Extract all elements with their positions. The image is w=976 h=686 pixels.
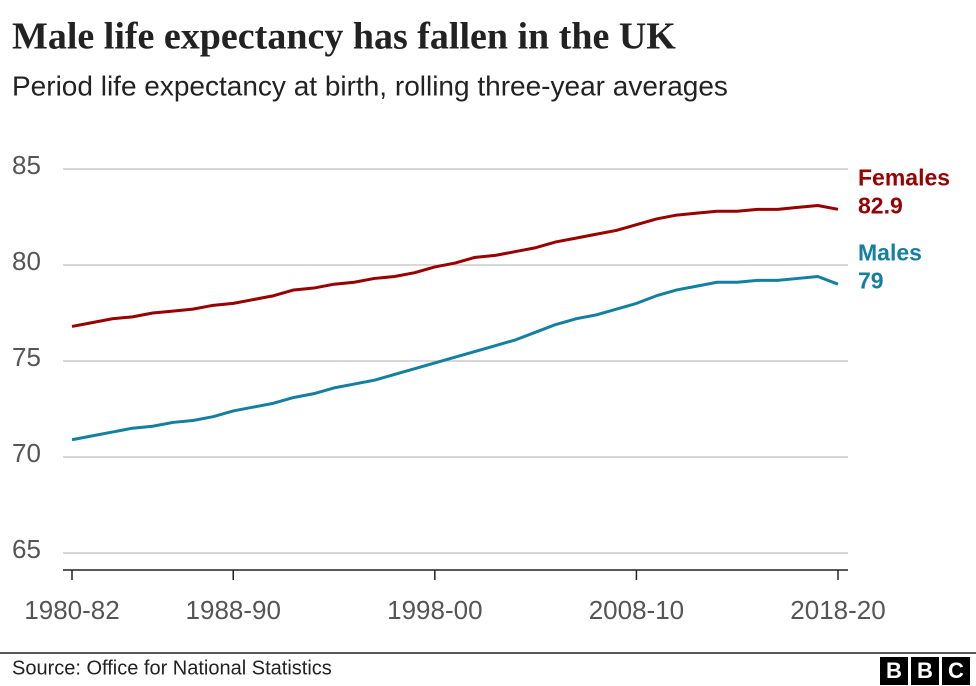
x-tick-label: 1988-90 bbox=[186, 595, 281, 625]
logo-letter: B bbox=[917, 658, 933, 683]
logo-letter: C bbox=[948, 658, 964, 683]
legend-label: Females bbox=[858, 164, 950, 190]
x-tick-label: 2018-20 bbox=[790, 595, 885, 625]
chart-title: Male life expectancy has fallen in the U… bbox=[12, 16, 676, 58]
logo-box bbox=[942, 657, 970, 685]
y-tick-label: 75 bbox=[12, 342, 41, 372]
x-tick-label: 1998-00 bbox=[387, 595, 482, 625]
logo-box bbox=[911, 657, 939, 685]
y-tick-label: 80 bbox=[12, 246, 41, 276]
logo-box bbox=[880, 657, 908, 685]
series-line bbox=[71, 203, 839, 328]
end-value-label: 82.9 bbox=[858, 192, 903, 218]
logo-letter: B bbox=[886, 658, 902, 683]
y-tick-label: 70 bbox=[12, 438, 41, 468]
chart-subtitle: Period life expectancy at birth, rolling… bbox=[12, 70, 728, 101]
end-value-label: 79 bbox=[858, 267, 884, 293]
legend-label: Males bbox=[858, 239, 922, 265]
source: Source: Office for National Statistics bbox=[12, 657, 332, 679]
series-line bbox=[71, 275, 839, 442]
x-tick-label: 2008-10 bbox=[589, 595, 684, 625]
x-tick-label: 1980-82 bbox=[24, 595, 119, 625]
y-tick-label: 85 bbox=[12, 150, 41, 180]
y-tick-label: 65 bbox=[12, 534, 41, 564]
